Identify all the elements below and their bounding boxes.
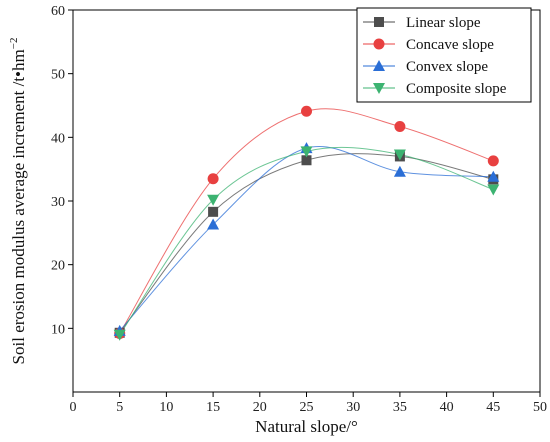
x-tick-label: 35 <box>393 400 407 415</box>
y-tick-label: 60 <box>51 4 65 19</box>
y-axis-title-main: Soil erosion modulus average increment /… <box>9 49 28 364</box>
y-tick-label: 30 <box>51 195 65 210</box>
y-tick-label: 50 <box>51 68 65 83</box>
legend-marker-3 <box>373 60 385 71</box>
data-point-series-2 <box>207 173 219 185</box>
x-tick-label: 50 <box>533 400 547 415</box>
y-tick-label: 20 <box>51 259 65 274</box>
series-markers <box>113 105 500 341</box>
x-tick-label: 45 <box>486 400 500 415</box>
x-tick-label: 15 <box>206 400 220 415</box>
y-tick-label: 10 <box>51 322 65 337</box>
legend-label-2: Concave slope <box>406 37 494 53</box>
legend-label-4: Composite slope <box>406 81 507 97</box>
x-tick-label: 25 <box>300 400 314 415</box>
legend-label-1: Linear slope <box>406 15 481 31</box>
data-point-series-4 <box>300 146 313 158</box>
y-axis-title: Soil erosion modulus average increment /… <box>8 38 28 365</box>
legend-box <box>356 7 532 103</box>
x-tick-label: 40 <box>440 400 454 415</box>
x-tick-label: 0 <box>70 400 77 415</box>
x-tick-label: 5 <box>116 400 123 415</box>
data-point-series-1 <box>208 206 219 217</box>
x-axis-title: Natural slope/° <box>255 417 358 436</box>
series-line-1 <box>119 153 494 334</box>
data-point-series-2 <box>301 105 312 117</box>
legend-label-3: Convex slope <box>406 59 488 75</box>
data-point-series-4 <box>113 329 126 341</box>
data-point-series-4 <box>487 184 500 196</box>
data-point-series-2 <box>487 155 499 167</box>
data-point-series-3 <box>207 218 220 230</box>
data-point-series-2 <box>394 121 406 133</box>
x-tick-label: 20 <box>253 400 267 415</box>
data-point-series-4 <box>393 149 406 161</box>
series-line-2 <box>119 108 494 334</box>
legend: Linear slope Concave slope Convex slope Com… <box>356 7 532 103</box>
axes: 0 5 10 15 20 25 30 35 40 45 50 10 20 30 40 50 60 <box>51 4 547 415</box>
legend-marker-4 <box>373 83 385 94</box>
y-tick-label: 40 <box>51 131 65 146</box>
data-point-series-4 <box>207 194 220 206</box>
data-point-series-1 <box>301 155 312 166</box>
y-axis-title-superscript: −2 <box>8 38 20 50</box>
x-tick-label: 30 <box>346 400 360 415</box>
series-line-3 <box>119 146 494 332</box>
data-point-series-3 <box>393 165 406 177</box>
legend-marker-2 <box>373 38 385 50</box>
data-point-series-3 <box>487 170 500 182</box>
legend-marker-1 <box>374 17 384 27</box>
x-tick-label: 10 <box>159 400 173 415</box>
